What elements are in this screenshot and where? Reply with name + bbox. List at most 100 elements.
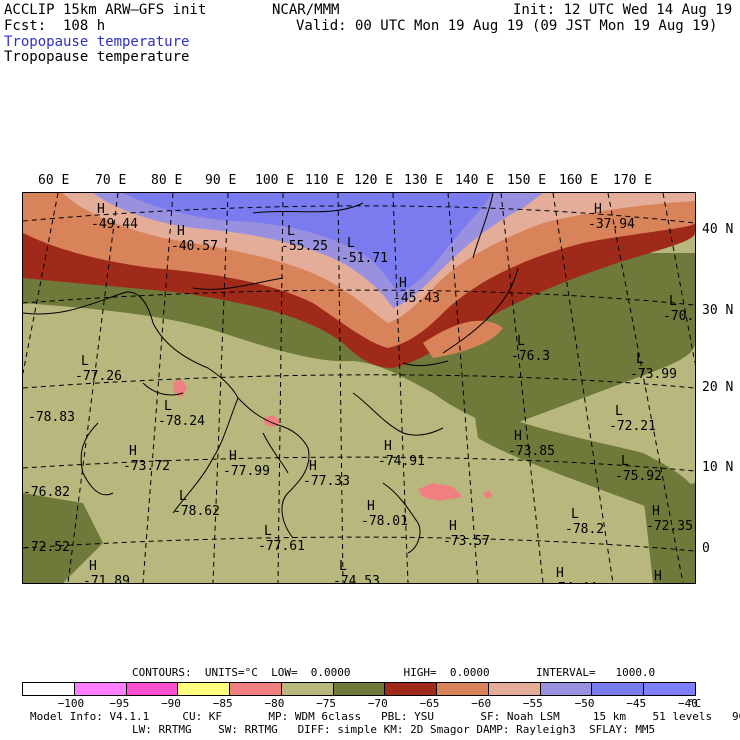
coastlines <box>23 193 519 554</box>
forecast-hour: Fcst: 108 h <box>4 18 106 34</box>
marker-value: -78.83 <box>28 410 75 425</box>
longitude-label: 80 E <box>151 173 183 188</box>
colorbar-tick-label: −100 <box>57 697 85 710</box>
marker-value: -78.2 <box>565 522 604 537</box>
high-marker: H <box>129 444 137 459</box>
marker-value: -77.33 <box>303 474 350 489</box>
colorbar-unit: °C <box>688 697 702 710</box>
longitude-label: 60 E <box>38 173 70 188</box>
cold-patch-3 <box>418 483 463 501</box>
colorbar-swatch <box>230 683 282 695</box>
colorbar-tick-label: −45 <box>626 697 647 710</box>
marker-value: -78.24 <box>158 414 205 429</box>
colorbar-tick-label: −55 <box>522 697 543 710</box>
colorbar-tick-label: −80 <box>264 697 285 710</box>
colorbar-swatch <box>488 683 541 695</box>
low-marker: L <box>164 399 172 414</box>
marker-value: -72.35 <box>646 519 693 534</box>
high-marker: H <box>652 504 660 519</box>
graticule <box>23 193 695 583</box>
low-marker: L <box>669 294 677 309</box>
map-canvas: H-49.44 H-40.57L-55.25 L-51.71H-45.43H-37.… <box>23 193 695 583</box>
colorbar-swatch <box>540 683 593 695</box>
colorbar-tick-label: −60 <box>471 697 492 710</box>
low-marker: L <box>571 507 579 522</box>
colorbar-tick-label: −50 <box>574 697 595 710</box>
marker-value: -45.43 <box>393 291 440 306</box>
marker-value: -49.44 <box>91 217 138 232</box>
model-title: ACCLIP 15km ARW–GFS init <box>4 2 207 18</box>
marker-value: -73.57 <box>443 534 490 549</box>
init-time: Init: 12 UTC Wed 14 Aug 19 <box>513 2 733 18</box>
low-marker: L <box>339 559 347 574</box>
low-marker: L <box>636 352 644 367</box>
high-marker: H <box>177 224 185 239</box>
high-marker: H <box>97 202 105 217</box>
high-marker: H <box>367 499 375 514</box>
high-marker: H <box>449 519 457 534</box>
marker-value: -74.53 <box>333 574 380 583</box>
marker-value: -74.91 <box>378 454 425 469</box>
marker-value: -77.61 <box>258 539 305 554</box>
low-marker: L <box>179 489 187 504</box>
model-info-physics: LW: RRTMG SW: RRTMG DIFF: simple KM: 2D … <box>132 723 656 736</box>
marker-value: -71.89 <box>83 574 130 583</box>
high-marker: H <box>399 276 407 291</box>
colorbar-tick-label: −65 <box>419 697 440 710</box>
marker-value: -78.62 <box>173 504 220 519</box>
longitude-label: 70 E <box>95 173 127 188</box>
longitude-label: 90 E <box>205 173 237 188</box>
high-marker: H <box>229 449 237 464</box>
colorbar-tick-label: −90 <box>161 697 181 710</box>
longitude-label: 160 E <box>559 173 599 188</box>
latitude-label: 30 N <box>702 303 734 318</box>
map-panel: H -49.44 H -40.57 L -55.25 L -51.71 H -45.43 H -37.… <box>22 192 696 584</box>
contour-band-minus70d <box>643 483 695 583</box>
colorbar-swatch <box>23 683 75 695</box>
high-marker: H <box>556 566 564 581</box>
longitude-label: 170 E <box>613 173 653 188</box>
model-info: Model Info: V4.1.1 CU: KF MP: WDM 6class… <box>30 710 740 723</box>
colorbar-swatch <box>281 683 334 695</box>
colorbar-swatch <box>126 683 179 695</box>
colorbar-swatch <box>178 683 231 695</box>
colorbar-tick-label: −70 <box>367 697 388 710</box>
colorbar-swatch <box>592 683 645 695</box>
low-marker: L <box>81 354 89 369</box>
marker-value: -73.85 <box>508 444 555 459</box>
marker-value: -73.99 <box>630 367 677 382</box>
longitude-label: 130 E <box>404 173 444 188</box>
low-marker: L <box>264 524 272 539</box>
marker-value: -77.99 <box>223 464 270 479</box>
marker-value: -73.72 <box>123 459 170 474</box>
low-marker: L <box>621 454 629 469</box>
low-marker: L <box>287 224 295 239</box>
field-name-blue: Tropopause temperature <box>4 34 190 50</box>
low-marker: L <box>347 236 355 251</box>
colorbar-swatch <box>333 683 386 695</box>
longitude-label: 140 E <box>455 173 495 188</box>
colorbar-tick-label: −85 <box>212 697 233 710</box>
colorbar-swatch <box>644 683 695 695</box>
high-marker: H <box>654 569 662 583</box>
colorbar-swatch <box>74 683 127 695</box>
marker-value: -37.94 <box>588 217 635 232</box>
latitude-label: 10 N <box>702 460 734 475</box>
latitude-label: 20 N <box>702 380 734 395</box>
colorbar <box>22 682 696 696</box>
low-marker: L <box>517 334 525 349</box>
cold-patch-1 <box>173 379 187 397</box>
colorbar-tick-label: −40 <box>678 697 698 710</box>
contour-band-minus45 <box>123 193 493 293</box>
high-marker: H <box>594 202 602 217</box>
longitude-label: 110 E <box>305 173 345 188</box>
marker-value: -76.82 <box>23 485 70 500</box>
marker-value: -55.25 <box>281 239 328 254</box>
marker-value: -70. <box>663 309 694 324</box>
marker-value: -72.21 <box>609 419 656 434</box>
high-marker: H <box>384 439 392 454</box>
colorbar-tick-label: −75 <box>316 697 337 710</box>
marker-value: -72.52 <box>23 540 70 555</box>
cold-patch-4 <box>483 490 493 499</box>
low-marker: L <box>615 404 623 419</box>
